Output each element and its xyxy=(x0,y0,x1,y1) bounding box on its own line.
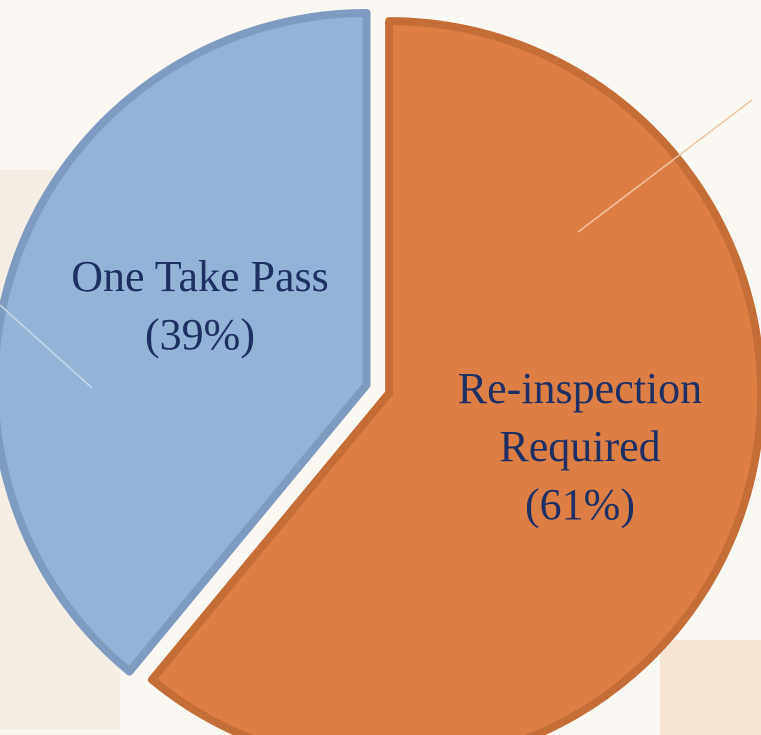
value-label: (39%) xyxy=(145,310,255,359)
slices xyxy=(0,8,761,735)
slice-label: Re-inspection Required (61%) xyxy=(430,360,730,534)
leader-line xyxy=(577,99,753,233)
slice-label: One Take Pass (39%) xyxy=(30,248,370,364)
pie-slice xyxy=(0,8,371,676)
leader-line xyxy=(0,304,93,389)
category-label: Re-inspection Required xyxy=(457,364,703,471)
value-label: (61%) xyxy=(525,480,635,529)
category-label: One Take Pass xyxy=(71,252,329,301)
pie-slice xyxy=(147,17,761,735)
background-shape xyxy=(660,640,761,735)
